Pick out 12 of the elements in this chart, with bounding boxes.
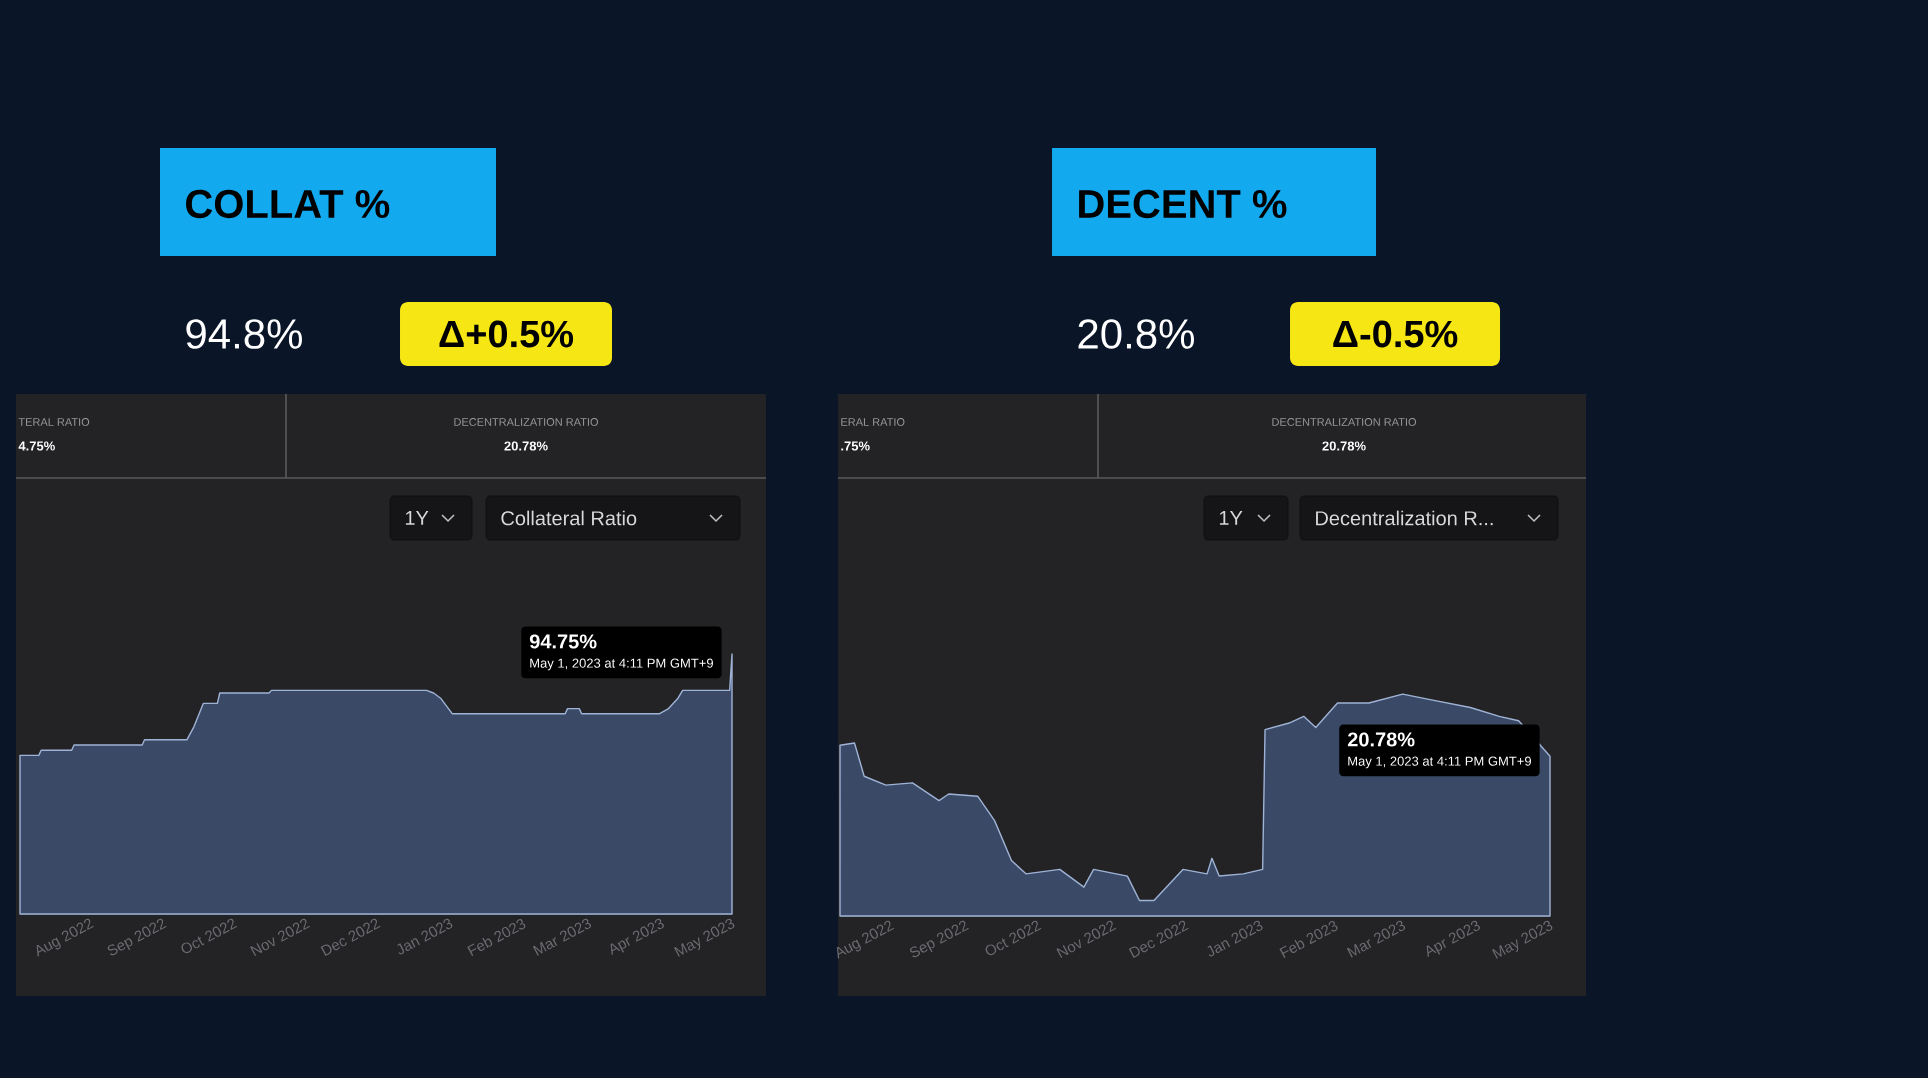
chart-subtitle: 94.8% [186,319,302,349]
text: Collateral Ratio [501,510,637,526]
text: Δ-0.5% [1333,320,1458,348]
chart-title: DECENT % [1079,189,1287,219]
chart-title: COLLAT % [186,189,390,219]
text: 1Y [1219,511,1243,525]
text: Δ+0.5% [439,320,574,348]
text: Decentralization R... [1316,510,1493,526]
annotation: 20.78% [1347,732,1415,747]
text: 1Y [405,511,429,525]
text: 94.75% [529,634,597,649]
chart-subtitle: 20.8% [1078,319,1194,349]
